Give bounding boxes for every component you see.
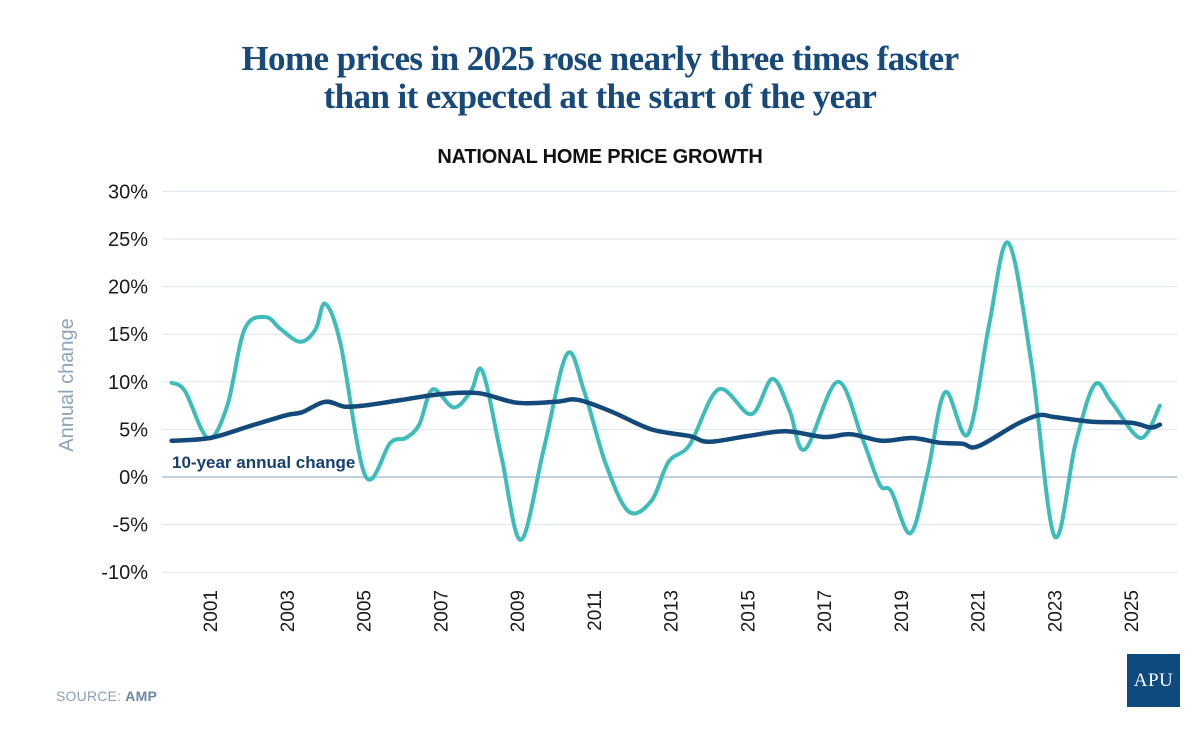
x-tick-label: 2005	[355, 590, 376, 632]
y-axis-ticks: 30% 25% 20% 15% 10% 5% 0% -5% -10%	[101, 181, 148, 584]
x-tick-label: 2023	[1045, 590, 1066, 632]
gridlines	[162, 190, 1177, 573]
chart-title: Home prices in 2025 rose nearly three ti…	[0, 40, 1200, 116]
x-tick-label: 2025	[1122, 590, 1143, 632]
series-lines	[169, 240, 1163, 542]
y-tick-label: 10%	[108, 372, 148, 394]
x-tick-label: 2007	[431, 590, 452, 632]
chart-title-line-2: than it expected at the start of the yea…	[323, 77, 877, 116]
apu-logo: APU	[1127, 654, 1180, 707]
x-axis-ticks: 2001 2003 2005 2007 2009 2011 2013 2015 2017 2019…	[201, 590, 1143, 632]
chart-title-line-1: Home prices in 2025 rose nearly three ti…	[241, 39, 959, 78]
chart-subtitle: NATIONAL HOME PRICE GROWTH	[437, 146, 763, 168]
y-tick-label: 25%	[108, 229, 148, 251]
x-tick-label: 2011	[585, 590, 606, 631]
ten-year-change-line	[169, 390, 1163, 450]
y-tick-label: 30%	[108, 181, 148, 203]
y-tick-label: 5%	[119, 419, 148, 441]
x-tick-label: 2013	[662, 590, 683, 632]
x-tick-label: 2001	[201, 590, 222, 632]
annual-change-line	[169, 240, 1162, 542]
x-tick-label: 2017	[815, 590, 836, 632]
x-tick-label: 2009	[508, 590, 529, 632]
x-tick-label: 2019	[892, 590, 913, 632]
source-label: SOURCE:	[56, 688, 122, 704]
x-tick-label: 2021	[969, 590, 990, 632]
y-tick-label: -5%	[112, 515, 148, 537]
source-note: SOURCE: AMP	[56, 688, 157, 704]
x-tick-label: 2003	[278, 590, 299, 632]
x-tick-label: 2015	[738, 590, 759, 632]
y-tick-label: 0%	[119, 467, 148, 489]
ten-year-annotation: 10-year annual change	[172, 453, 355, 472]
y-tick-label: 15%	[108, 324, 148, 346]
y-tick-label: -10%	[101, 562, 148, 584]
y-tick-label: 20%	[108, 277, 148, 299]
y-axis-label: Annual change	[56, 318, 78, 451]
source-value: AMP	[125, 688, 157, 704]
